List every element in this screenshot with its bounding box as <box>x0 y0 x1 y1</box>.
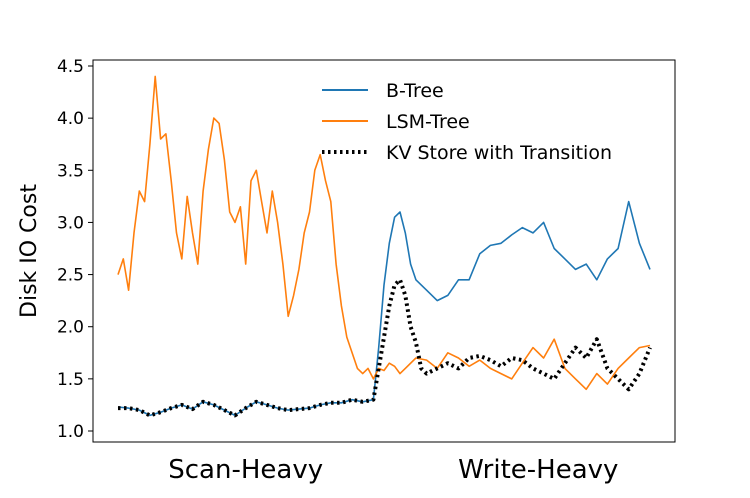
y-axis: 1.0 1.5 2.0 2.5 3.0 3.5 4.0 4.5 <box>57 57 93 442</box>
x-group-label: Scan-Heavy <box>168 455 323 485</box>
y-tick-label: 4.5 <box>57 57 84 77</box>
plot-frame <box>92 59 676 443</box>
legend-label: B-Tree <box>386 80 444 102</box>
plot-area <box>92 59 676 443</box>
y-axis-label: Disk IO Cost <box>17 184 42 318</box>
y-tick-label: 1.5 <box>57 370 84 390</box>
series-line-0 <box>117 200 651 417</box>
y-tick-label: 3.0 <box>57 213 84 233</box>
legend: B-Tree LSM-Tree KV Store with Transition <box>322 80 612 164</box>
x-group-label: Write-Heavy <box>458 455 618 485</box>
y-tick-label: 4.0 <box>57 109 84 129</box>
series-line-2 <box>118 277 652 418</box>
x-group-labels: Scan-Heavy Write-Heavy <box>168 455 618 485</box>
legend-label: KV Store with Transition <box>386 142 612 164</box>
legend-label: LSM-Tree <box>386 111 470 133</box>
y-tick-label: 2.5 <box>57 266 84 286</box>
y-tick-label: 3.5 <box>57 161 84 181</box>
y-tick-label: 1.0 <box>57 422 84 442</box>
series-line-1 <box>117 75 651 391</box>
y-tick-label: 2.0 <box>57 318 84 338</box>
